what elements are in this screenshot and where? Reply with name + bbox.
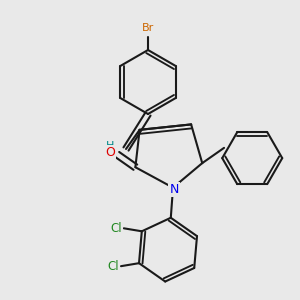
Text: Cl: Cl bbox=[110, 222, 122, 235]
Text: H: H bbox=[106, 141, 114, 151]
Text: O: O bbox=[105, 146, 115, 159]
Text: Cl: Cl bbox=[107, 260, 119, 273]
Text: N: N bbox=[169, 183, 179, 196]
Text: Br: Br bbox=[142, 23, 154, 33]
